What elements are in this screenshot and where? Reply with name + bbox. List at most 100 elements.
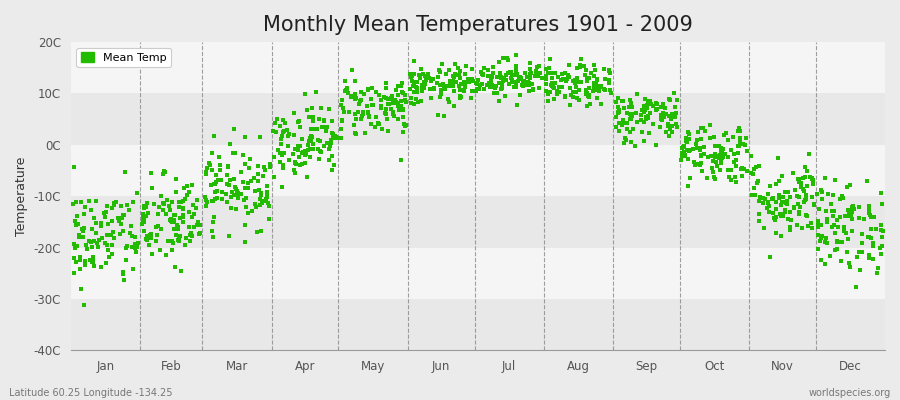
Point (381, 127, 395, 134)
Point (649, 107, 663, 114)
Point (611, 95, 625, 101)
Point (616, 119, 630, 125)
Point (601, 78, 616, 85)
Point (745, 171, 760, 177)
Point (86, 225, 100, 232)
Point (124, 244, 139, 250)
Point (789, 222, 804, 228)
Point (186, 210, 201, 217)
Point (570, 95, 584, 102)
Point (128, 234, 142, 240)
Point (410, 84, 425, 91)
Bar (71, 299, 885, 350)
Point (752, 178, 766, 185)
Point (522, 80, 536, 86)
Point (653, 112, 668, 118)
Point (726, 159, 741, 165)
Point (724, 147, 738, 153)
Point (303, 146, 318, 152)
Point (869, 269, 884, 276)
Point (736, 141, 751, 147)
Point (178, 242, 193, 248)
Point (731, 150, 745, 156)
Point (112, 230, 127, 237)
Point (505, 79, 519, 85)
Point (850, 254, 864, 260)
Point (472, 82, 487, 88)
Point (292, 124, 307, 130)
Point (376, 94, 391, 100)
Point (604, 90, 618, 96)
Point (864, 234, 878, 241)
Point (298, 148, 312, 154)
Point (481, 67, 495, 74)
Point (629, 119, 643, 125)
Point (811, 223, 825, 230)
Point (670, 97, 684, 103)
Point (504, 69, 518, 76)
Point (686, 146, 700, 152)
Point (734, 128, 748, 134)
Point (866, 242, 880, 249)
Point (830, 246, 844, 252)
Point (301, 146, 315, 153)
Point (731, 128, 745, 134)
Point (789, 193, 804, 199)
Point (173, 232, 187, 239)
Point (505, 72, 519, 78)
Point (538, 66, 553, 72)
Point (447, 61, 462, 68)
Point (78, 262, 93, 268)
Point (611, 110, 625, 116)
Point (776, 213, 790, 220)
Point (68, 245, 83, 252)
Point (275, 128, 290, 135)
Point (382, 100, 396, 107)
Point (620, 120, 634, 126)
Point (874, 190, 888, 196)
Point (588, 67, 602, 73)
Point (873, 244, 887, 251)
Point (752, 198, 766, 204)
Point (395, 128, 410, 135)
Point (562, 61, 576, 68)
Point (815, 189, 830, 195)
Point (329, 134, 344, 141)
Point (162, 207, 176, 214)
Point (393, 157, 408, 163)
Point (750, 180, 764, 186)
Point (739, 134, 753, 141)
Point (314, 149, 328, 156)
Point (662, 133, 676, 139)
Point (277, 128, 292, 134)
Point (324, 153, 338, 160)
Point (718, 151, 733, 157)
Point (446, 87, 461, 94)
Point (435, 61, 449, 68)
Point (543, 88, 557, 95)
Point (840, 249, 854, 255)
Point (69, 258, 84, 265)
Point (650, 106, 664, 112)
Point (381, 96, 395, 102)
Text: worldspecies.org: worldspecies.org (809, 388, 891, 398)
Point (192, 230, 206, 237)
Point (798, 197, 813, 203)
Point (851, 203, 866, 210)
Point (156, 207, 170, 213)
Point (857, 216, 871, 222)
Point (394, 83, 409, 89)
Point (324, 140, 338, 146)
Point (74, 286, 88, 292)
Point (490, 74, 504, 80)
Point (402, 86, 417, 92)
Point (716, 154, 731, 160)
Point (670, 124, 684, 130)
Point (693, 125, 707, 131)
Point (842, 260, 856, 266)
Y-axis label: Temperature: Temperature (15, 156, 28, 236)
Point (76, 228, 90, 234)
Point (452, 72, 466, 78)
Point (340, 88, 355, 95)
Point (424, 78, 438, 84)
